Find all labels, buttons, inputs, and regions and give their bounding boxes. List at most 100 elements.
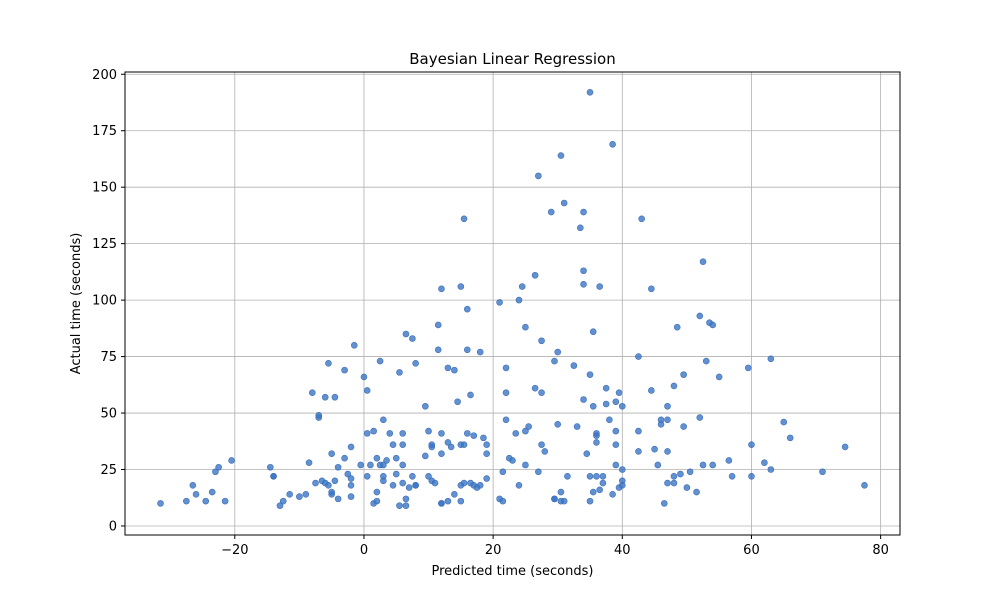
data-point: [602, 384, 610, 392]
data-point: [635, 427, 642, 435]
data-point: [331, 477, 339, 485]
y-tick-label: 150: [92, 181, 117, 196]
data-point: [612, 398, 620, 406]
data-point: [396, 502, 403, 509]
data-point: [586, 472, 594, 480]
data-point: [744, 364, 752, 372]
data-point: [447, 443, 455, 451]
data-point: [547, 208, 555, 216]
data-point: [328, 488, 335, 496]
data-point: [457, 497, 465, 505]
data-point: [392, 454, 400, 462]
data-point: [402, 502, 410, 509]
data-point: [389, 441, 397, 448]
data-point: [522, 461, 529, 469]
data-point: [451, 366, 458, 374]
x-tick-label: −20: [221, 543, 248, 558]
data-point: [457, 283, 465, 290]
data-point: [725, 457, 733, 464]
y-tick-label: 175: [92, 124, 117, 139]
data-point: [554, 421, 562, 428]
data-point: [680, 423, 687, 430]
data-point: [334, 495, 342, 503]
data-point: [476, 482, 484, 489]
data-point: [761, 459, 768, 467]
x-tick-label: 80: [872, 543, 889, 558]
data-point: [593, 430, 600, 437]
data-point: [363, 387, 371, 394]
data-point: [376, 357, 384, 365]
data-point: [580, 396, 587, 403]
data-point: [208, 488, 216, 496]
plot-frame: [124, 71, 901, 536]
data-point: [651, 445, 658, 453]
data-point: [596, 486, 603, 494]
y-axis-ticks: 0 25 50 75 100 125 150 175 200: [92, 68, 125, 534]
data-point: [612, 441, 620, 448]
data-point: [570, 362, 578, 369]
data-point: [312, 479, 319, 487]
data-point: [460, 441, 468, 448]
data-point: [699, 461, 707, 469]
x-tick-label: 20: [485, 543, 502, 558]
data-point: [305, 459, 313, 467]
data-point: [373, 454, 381, 462]
x-axis-ticks: −20 0 20 40 60 80: [221, 535, 889, 558]
data-point: [638, 215, 645, 223]
data-point: [202, 497, 210, 505]
data-point: [425, 427, 432, 435]
data-point: [525, 423, 532, 430]
data-point: [551, 357, 558, 365]
data-point: [315, 411, 323, 419]
data-point: [399, 441, 407, 448]
data-point: [360, 373, 368, 381]
data-point: [412, 360, 419, 367]
data-point: [228, 457, 235, 464]
data-point: [618, 402, 626, 410]
data-point: [496, 299, 503, 306]
data-point: [347, 475, 355, 482]
data-point: [409, 472, 416, 480]
data-point: [780, 418, 788, 426]
y-tick-label: 50: [100, 407, 117, 422]
data-point: [480, 434, 487, 442]
data-point: [347, 482, 355, 489]
data-point: [709, 461, 717, 469]
data-point: [606, 416, 613, 424]
data-point: [183, 497, 190, 505]
data-point: [609, 140, 616, 148]
data-point: [518, 283, 526, 290]
data-point: [686, 468, 694, 476]
data-point: [554, 348, 562, 356]
data-point: [286, 491, 293, 498]
data-point: [396, 369, 403, 376]
data-point: [331, 393, 339, 401]
data-point: [615, 389, 623, 397]
data-point: [434, 321, 442, 329]
data-point: [402, 495, 410, 503]
data-point: [560, 497, 568, 505]
data-point: [192, 491, 200, 498]
data-point: [270, 472, 277, 480]
data-point: [502, 364, 510, 372]
data-point: [522, 427, 529, 435]
data-point: [276, 502, 284, 509]
data-point: [483, 475, 490, 482]
data-point: [344, 470, 352, 478]
data-points: [157, 89, 868, 509]
data-point: [499, 468, 507, 476]
data-point: [476, 348, 484, 356]
data-point: [434, 346, 442, 354]
data-point: [660, 500, 668, 507]
data-point: [696, 312, 704, 320]
data-point: [350, 341, 358, 349]
data-point: [586, 89, 594, 96]
data-point: [589, 328, 597, 336]
data-point: [861, 482, 868, 489]
data-point: [357, 461, 365, 469]
data-point: [502, 389, 510, 397]
data-point: [454, 398, 461, 406]
data-point: [767, 355, 775, 363]
data-point: [402, 330, 410, 338]
